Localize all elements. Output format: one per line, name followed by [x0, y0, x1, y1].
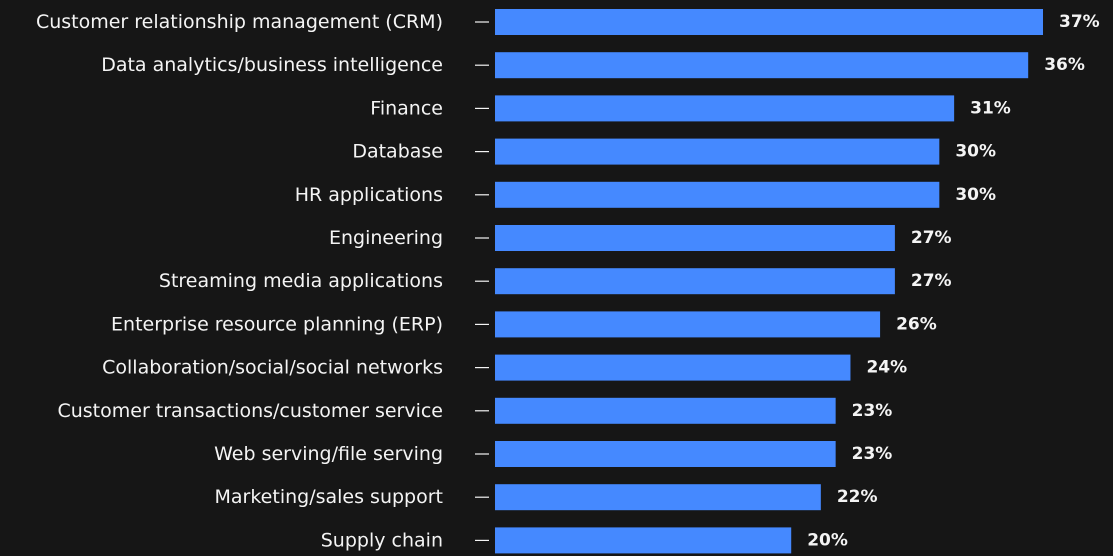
category-label: Enterprise resource planning (ERP)	[111, 313, 443, 335]
category-label: Customer transactions/customer service	[57, 400, 443, 422]
value-label: 23%	[852, 444, 893, 464]
value-label: 27%	[911, 271, 952, 291]
category-label: Streaming media applications	[159, 270, 443, 292]
value-label: 24%	[866, 358, 907, 378]
category-label: Collaboration/social/social networks	[102, 357, 443, 379]
category-label: Supply chain	[321, 529, 443, 551]
value-label: 26%	[896, 314, 937, 334]
category-label: Web serving/file serving	[214, 443, 443, 465]
category-label: Customer relationship management (CRM)	[36, 11, 443, 33]
category-label: Engineering	[329, 227, 443, 249]
bar	[495, 527, 792, 554]
value-label: 22%	[837, 487, 878, 507]
category-label: Finance	[370, 97, 443, 119]
bar	[495, 441, 836, 467]
bar	[495, 9, 1043, 35]
bar	[495, 397, 836, 424]
value-label: 30%	[955, 185, 996, 205]
category-label: Marketing/sales support	[215, 486, 444, 508]
category-label: Database	[352, 141, 443, 163]
category-label: Data analytics/business intelligence	[101, 54, 443, 76]
bar	[495, 311, 881, 338]
value-label: 36%	[1044, 55, 1085, 75]
bar	[495, 181, 940, 208]
value-label: 37%	[1059, 12, 1100, 32]
bar	[495, 268, 895, 295]
bar	[495, 225, 895, 251]
value-label: 30%	[955, 142, 996, 162]
bar	[495, 52, 1029, 79]
category-label: HR applications	[295, 184, 443, 206]
value-label: 27%	[911, 228, 952, 248]
value-label: 31%	[970, 98, 1011, 118]
bar	[495, 484, 821, 511]
bar	[495, 138, 940, 165]
bar	[495, 354, 851, 381]
value-label: 23%	[852, 401, 893, 421]
bar	[495, 95, 955, 122]
value-label: 20%	[807, 530, 848, 550]
